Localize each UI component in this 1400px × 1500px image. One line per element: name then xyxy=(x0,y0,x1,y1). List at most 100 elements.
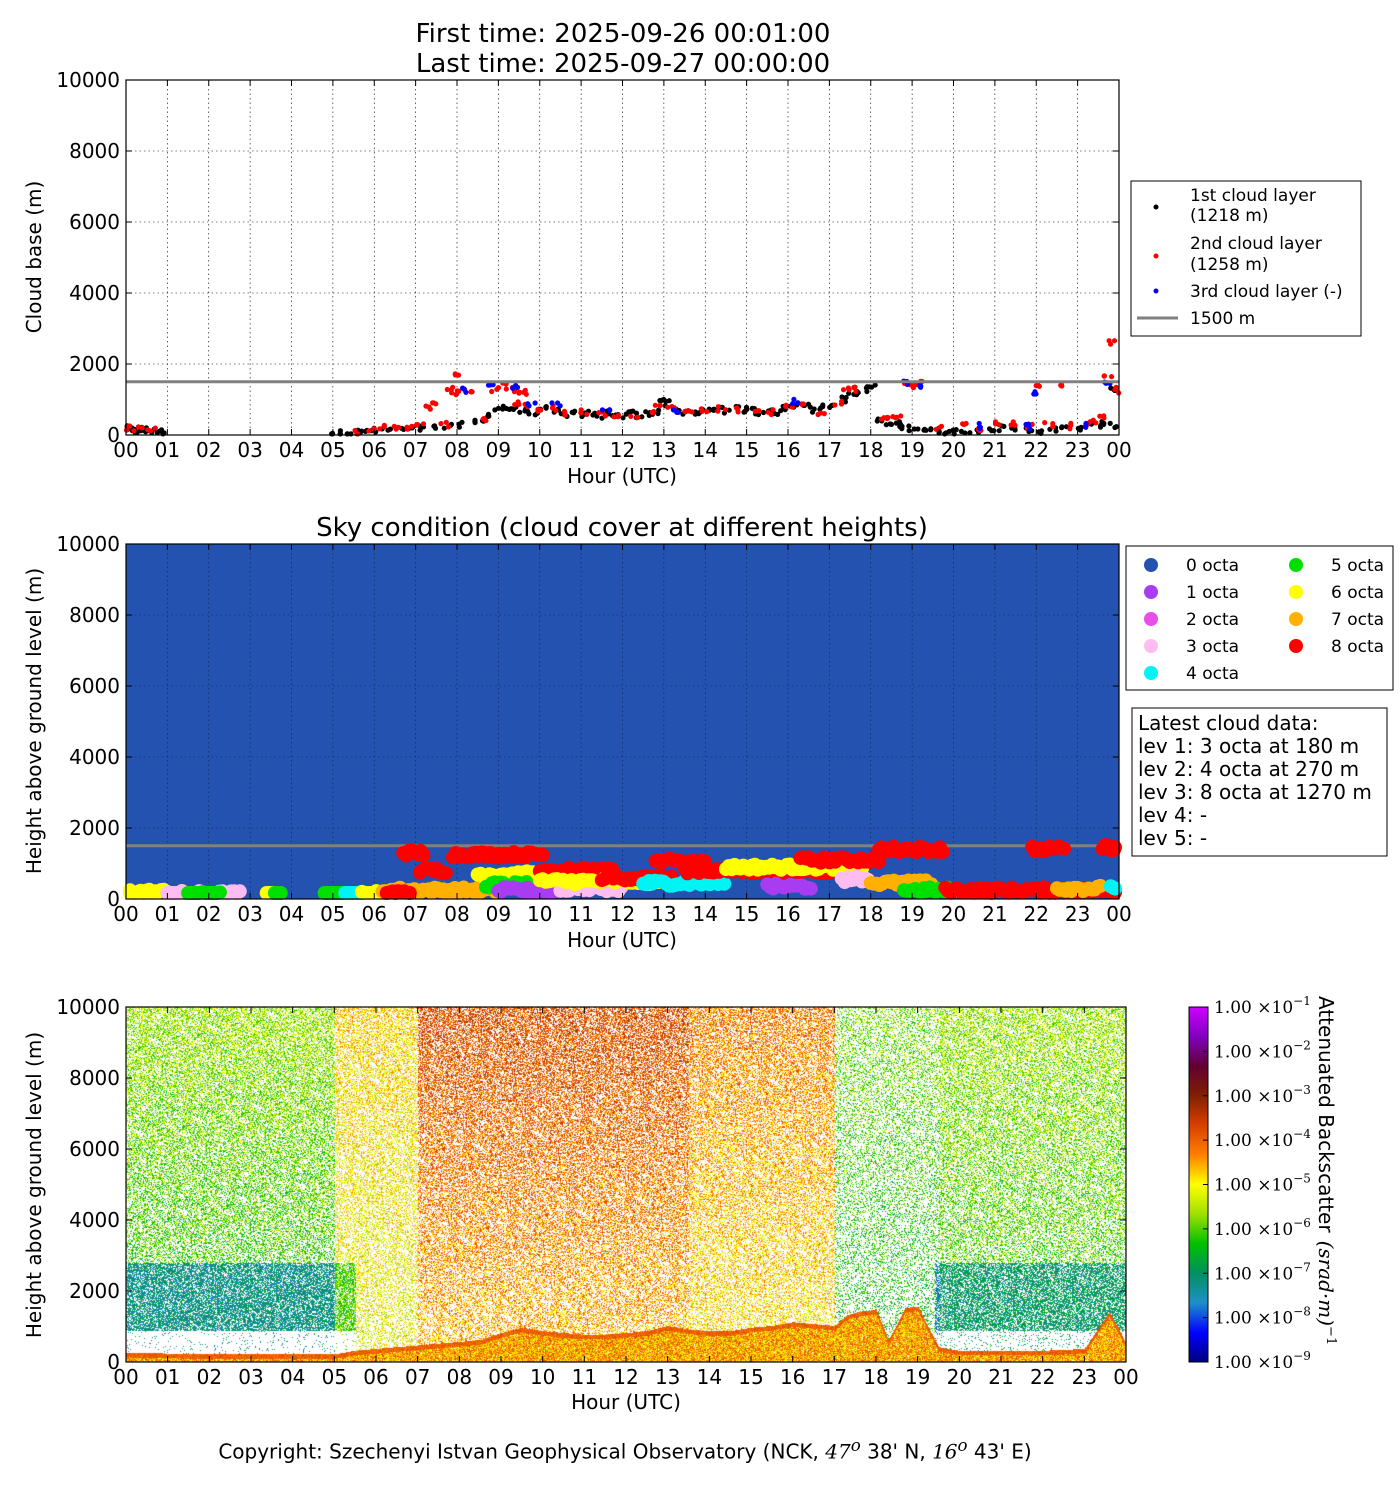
backscatter-y-tick-label-6000: 6000 xyxy=(69,1137,120,1161)
cloud-point-layer2-30-1 xyxy=(611,414,617,420)
octa-dot-34-2 xyxy=(1108,881,1122,896)
backscatter-x-tick-label-2: 02 xyxy=(197,1365,222,1389)
octa-legend-marker-8 xyxy=(1289,639,1303,653)
sky-condition-x-tick-label-15: 15 xyxy=(734,902,759,926)
octa-legend-label-5: 5 octa xyxy=(1331,556,1384,576)
octa-legend-marker-0 xyxy=(1144,558,1158,572)
octa-dot-24-15 xyxy=(803,881,818,896)
sky-condition-x-tick-label-17: 17 xyxy=(817,902,842,926)
colorbar-tick-exp-5: −4 xyxy=(1293,1127,1311,1141)
legend-label-2nd-layer: 2nd cloud layer xyxy=(1190,234,1322,254)
legend-label-1500m: 1500 m xyxy=(1190,309,1255,329)
octa-legend-marker-6 xyxy=(1289,585,1303,599)
backscatter-y-axis-label: Height above ground level (m) xyxy=(22,1032,46,1338)
cloud-point-layer2-33-1 xyxy=(657,402,663,408)
cloud-point-layer1-56-1 xyxy=(760,409,767,416)
backscatter-heatmap xyxy=(126,1007,1126,1362)
cloud-point-layer2-31-1 xyxy=(628,413,634,419)
octa-dot-32-11 xyxy=(1057,841,1071,856)
cloud-point-layer2-18-2 xyxy=(494,386,500,392)
cloud-point-layer1-41-1 xyxy=(633,410,640,416)
cloud-point-layer3-13-2 xyxy=(1082,423,1088,430)
cloud-point-layer1-73-2 xyxy=(893,420,900,426)
cloud-point-layer2-46-2 xyxy=(852,384,858,390)
cloud-point-layer2-68-2 xyxy=(1113,384,1119,390)
octa-legend-marker-4 xyxy=(1144,666,1158,680)
cloud-point-layer1-21-2 xyxy=(472,417,478,423)
backscatter-y-tick-label-8000: 8000 xyxy=(69,1066,120,1090)
cloud-point-layer1-74-2 xyxy=(899,426,905,432)
octa-legend-label-6: 6 octa xyxy=(1331,583,1384,603)
colorbar-tick-times-6: ×10 xyxy=(1257,1087,1293,1107)
cloud-point-layer3-11-2 xyxy=(1027,425,1033,432)
colorbar-tick-mantissa-3: 1.00 xyxy=(1214,1220,1257,1240)
backscatter-x-tick-label-21: 21 xyxy=(988,1365,1013,1389)
cloud-point-layer1-85-2 xyxy=(1012,427,1018,433)
cloud-point-layer1-28-2 xyxy=(525,408,531,415)
backscatter-x-tick-label-22: 22 xyxy=(1030,1365,1055,1389)
cloud-point-layer1-69-1 xyxy=(864,388,870,395)
cloud-base-x-tick-label-22: 22 xyxy=(1024,438,1049,462)
latitude-minutes: 38' N, xyxy=(860,1439,933,1464)
cloud-point-layer2-7-2 xyxy=(404,424,410,430)
cloud-point-layer1-24-2 xyxy=(495,405,502,411)
backscatter-x-tick-label-23: 23 xyxy=(1072,1365,1097,1389)
cloud-point-layer2-60-2 xyxy=(1050,424,1056,430)
sky-condition-y-tick-label-8000: 8000 xyxy=(69,603,120,627)
latest-lev-1: lev 1: 3 octa at 180 m xyxy=(1138,734,1359,758)
sky-condition-x-tick-label-2: 02 xyxy=(196,902,221,926)
backscatter-panel: 00 01 02 03 04 05 06 07 08 09 10 11 12 13 14 15 16 17 18 19… xyxy=(22,994,1338,1414)
cloud-point-layer1-40-2 xyxy=(628,408,634,415)
latest-cloud-data: Latest cloud data: lev 1: 3 octa at 180 … xyxy=(1131,707,1388,857)
cloud-point-layer1-77-0 xyxy=(923,427,929,433)
sky-condition-x-tick-label-8: 08 xyxy=(444,902,469,926)
octa-dot-10-7 xyxy=(416,847,431,862)
cloud-point-layer1-70-2 xyxy=(867,384,873,390)
cloud-point-layer1-76-2 xyxy=(915,426,921,432)
backscatter-y-tick-label-0: 0 xyxy=(107,1350,120,1374)
cloud-base-x-tick-label-16: 16 xyxy=(775,438,800,462)
cloud-point-layer2-40-2 xyxy=(770,407,776,413)
backscatter-x-tick-label-13: 13 xyxy=(655,1365,680,1389)
cloud-point-layer1-10-2 xyxy=(344,431,351,437)
backscatter-x-tick-label-14: 14 xyxy=(697,1365,722,1389)
octa-legend-marker-1 xyxy=(1144,585,1158,599)
cloud-point-layer2-40-1 xyxy=(768,411,774,418)
octa-legend-label-3: 3 octa xyxy=(1186,637,1239,657)
colorbar-tick-mantissa-6: 1.00 xyxy=(1214,1087,1257,1107)
cloud-point-layer1-75-0 xyxy=(906,423,912,429)
octa-legend-label-2: 2 octa xyxy=(1186,610,1239,630)
octa-legend-marker-2 xyxy=(1144,612,1158,626)
cloud-point-layer2-53-1 xyxy=(933,426,939,432)
cloud-base-x-tick-label-13: 13 xyxy=(651,438,676,462)
latitude-degree-mark: o xyxy=(850,1436,861,1455)
colorbar-tick-mantissa-1: 1.00 xyxy=(1214,1309,1257,1329)
cloud-base-x-tick-label-9: 09 xyxy=(486,438,511,462)
cloud-point-layer2-60-1 xyxy=(1042,420,1048,426)
colorbar-tick-exp-7: −2 xyxy=(1293,1038,1311,1052)
cloud-point-layer1-45-2 xyxy=(663,398,669,405)
colorbar-tick-exp-8: −1 xyxy=(1293,994,1311,1008)
longitude-minutes: 43' E) xyxy=(967,1439,1032,1464)
sky-condition-x-tick-label-4: 04 xyxy=(279,902,304,926)
cloud-point-layer3-5-2 xyxy=(607,407,613,413)
cloud-point-layer1-20-2 xyxy=(456,421,462,427)
legend-label-3rd-layer: 3rd cloud layer (-) xyxy=(1190,282,1343,302)
cloud-point-layer3-12-2 xyxy=(1032,389,1038,395)
cloud-point-layer1-74-1 xyxy=(897,421,904,427)
cloud-point-layer3-9-2 xyxy=(918,384,924,390)
cloud-base-x-axis-label: Hour (UTC) xyxy=(567,464,677,488)
sky-condition-x-tick-label-7: 07 xyxy=(403,902,428,926)
longitude-degrees: 16 xyxy=(932,1439,958,1464)
cloud-point-layer2-48-1 xyxy=(885,415,891,421)
sky-condition-title: Sky condition (cloud cover at different … xyxy=(316,513,928,543)
cloud-base-x-tick-label-8: 08 xyxy=(444,438,469,462)
cloud-base-y-tick-label-2000: 2000 xyxy=(69,352,120,376)
cloud-point-layer2-33-2 xyxy=(652,402,658,408)
cloud-base-x-tick-label-12: 12 xyxy=(610,438,635,462)
cloud-point-layer1-90-2 xyxy=(1078,424,1084,430)
cloud-point-layer2-25-2 xyxy=(535,407,541,413)
cloud-point-layer2-57-1 xyxy=(1012,422,1018,428)
cloud-point-layer1-95-1 xyxy=(1112,424,1118,431)
cloud-point-layer2-44-1 xyxy=(838,401,845,407)
